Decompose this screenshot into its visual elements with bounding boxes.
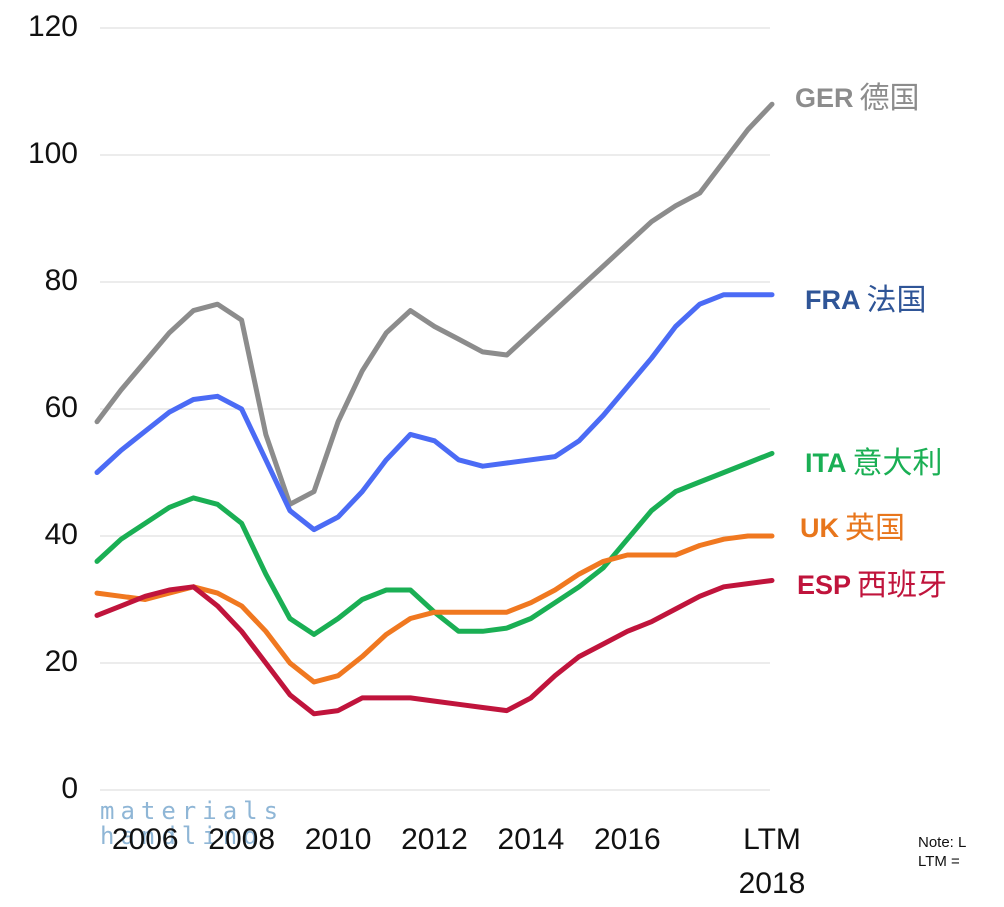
x-tick-label: 2010 — [304, 823, 372, 856]
series-label: FRA 法国 — [805, 284, 927, 317]
series-code: UK — [800, 513, 839, 543]
y-tick-label: 100 — [28, 137, 78, 170]
series-line — [94, 292, 775, 533]
y-tick-label: 0 — [61, 772, 78, 805]
series-local-name: 西班牙 — [857, 569, 947, 602]
y-tick-label: 120 — [28, 10, 78, 43]
x-tick-label: 2008 — [208, 823, 276, 856]
y-tick-label: 80 — [45, 264, 78, 297]
series-local-name: 意大利 — [853, 447, 943, 480]
series-label: ESP 西班牙 — [797, 569, 947, 602]
series-label: ITA 意大利 — [805, 447, 943, 480]
series-line — [94, 578, 775, 717]
series-code: ESP — [797, 570, 851, 600]
note: LTM = — [918, 853, 960, 870]
series-line — [94, 450, 775, 637]
series-code: GER — [795, 83, 854, 113]
y-tick-label: 20 — [45, 645, 78, 678]
series-label: UK 英国 — [800, 512, 905, 545]
series-local-name: 法国 — [867, 284, 927, 317]
x-tick-label: 2014 — [497, 823, 565, 856]
series-label: GER 德国 — [795, 82, 920, 115]
x-tick-label: 2006 — [111, 823, 179, 856]
series-line — [94, 101, 775, 507]
series-local-name: 英国 — [845, 512, 905, 545]
x-tick-label: 2012 — [401, 823, 468, 856]
x-tick-label: LTM 2018 — [738, 823, 806, 900]
series-line — [94, 533, 775, 685]
logo-text: handling — [100, 822, 264, 850]
series-code: FRA — [805, 285, 861, 315]
logo-text: materials — [100, 797, 284, 825]
note: Note: L — [918, 834, 966, 851]
y-tick-label: 40 — [45, 518, 78, 551]
x-tick-label: 2016 — [593, 823, 661, 856]
y-tick-label: 60 — [45, 391, 78, 424]
series-code: ITA — [805, 448, 847, 478]
series-local-name: 德国 — [860, 82, 920, 115]
